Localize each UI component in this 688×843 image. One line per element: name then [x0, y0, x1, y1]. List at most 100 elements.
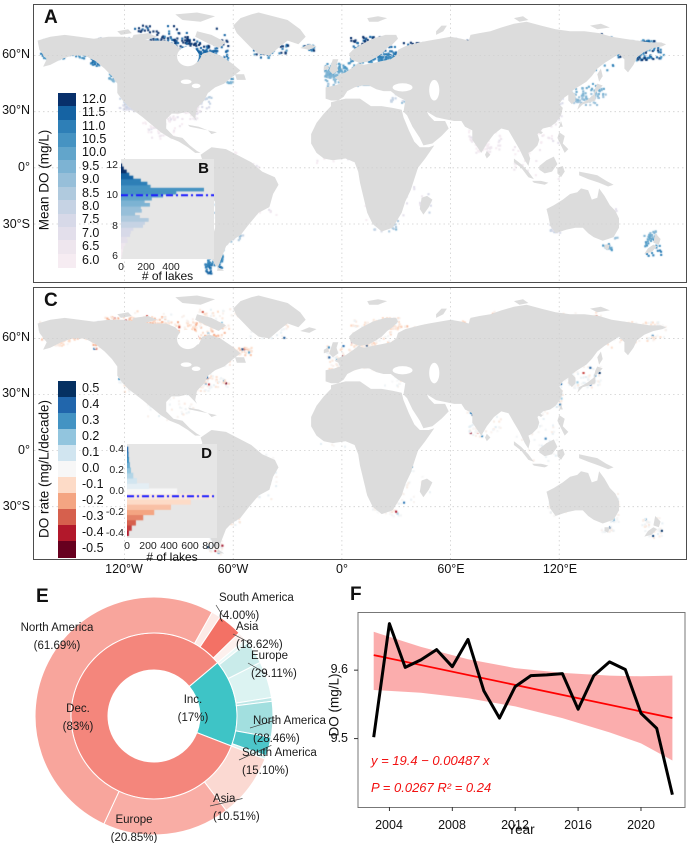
colorbar-c-block	[58, 445, 76, 462]
inset-d-y-tick: 0.0	[109, 485, 124, 497]
colorbar-a-tick: 11.5	[82, 105, 106, 120]
lon-tick-label: 60°W	[217, 562, 249, 576]
colorbar-c-block	[58, 493, 76, 510]
colorbar-do-rate: DO rate (mg/L/decade) 0.5 0.4 0.3 0.2 0.1 0.0…	[37, 381, 104, 558]
inset-b-x-tick: 0	[118, 261, 124, 273]
lon-tick-label: 60°E	[437, 562, 465, 576]
panel-f-letter: F	[350, 584, 362, 605]
colorbar-a-block	[58, 119, 76, 134]
colorbar-c-block	[58, 509, 76, 526]
inset-b-y-tick: 12	[106, 159, 118, 171]
do-series-line	[372, 622, 674, 796]
regression-equation: y = 19.4 − 0.00487 x	[371, 753, 490, 768]
inset-d-x-tick: 200	[139, 540, 157, 552]
inset-b-xlabel: # of lakes	[141, 269, 194, 283]
colorbar-c-block	[58, 541, 76, 558]
colorbar-c-title: DO rate (mg/L/decade)	[36, 399, 52, 539]
colorbar-a-block	[58, 253, 76, 268]
colorbar-c-tick: 0.5	[82, 381, 100, 395]
inset-d-y-tick: -0.4	[105, 527, 124, 539]
colorbar-c-tick: -0.4	[82, 525, 104, 539]
colorbar-c-tick: -0.5	[82, 541, 104, 555]
colorbar-c-block	[58, 461, 76, 478]
panel-e-letter: E	[36, 586, 49, 607]
inset-b-x-tick: 400	[162, 261, 180, 273]
label-leader-line	[247, 662, 268, 675]
sunburst-label: Asia (10.51%)	[213, 793, 260, 823]
label-leader-line	[238, 744, 272, 761]
inset-d-x-tick: 800	[202, 540, 220, 552]
sunburst-label: Dec. (83%)	[63, 703, 94, 733]
colorbar-c-tick: -0.2	[82, 493, 104, 507]
label-leader-line	[249, 719, 276, 729]
colorbar-a-block	[58, 133, 76, 148]
colorbar-a-block	[58, 160, 76, 174]
colorbar-c-block	[58, 429, 76, 446]
colorbar-a-tick: 6.0	[82, 252, 100, 267]
colorbar-a-tick: 8.5	[82, 185, 100, 200]
sunburst-label: Europe (29.11%)	[251, 650, 297, 680]
lon-tick-label: 120°W	[105, 562, 143, 576]
inset-d-x-tick: 600	[181, 540, 199, 552]
regression-line	[373, 654, 673, 719]
inset-histogram-do-rate: D	[127, 444, 217, 538]
colorbar-a-tick: 11.0	[82, 118, 106, 133]
colorbar-a-tick: 10.0	[82, 145, 107, 160]
lon-tick-label: 120°E	[542, 562, 578, 576]
colorbar-c-block	[58, 413, 76, 430]
panel-d-letter: D	[201, 445, 212, 462]
panel-f-x-tick: 2012	[501, 818, 529, 832]
lat-tick-label-a: 30°N	[2, 103, 30, 117]
colorbar-c-tick: 0.3	[82, 413, 100, 427]
panel-map-do-rate: C DO rate (mg/L/decade) 0.5 0.4 0.3 0.2 0.1 0…	[33, 287, 687, 564]
colorbar-a-title: Mean DO (mg/L)	[36, 129, 52, 231]
panel-f-y-tick: 9.5	[330, 731, 348, 745]
colorbar-a-block	[58, 106, 76, 121]
lat-tick-label-c: 30°N	[2, 386, 30, 400]
colorbar-c-tick: 0.4	[82, 397, 100, 411]
inset-b-x-tick: 200	[137, 261, 155, 273]
colorbar-a-tick: 7.0	[82, 225, 100, 240]
colorbar-c-tick: -0.3	[82, 509, 104, 523]
lat-tick-label-a: 60°N	[2, 47, 30, 61]
colorbar-a-block	[58, 240, 76, 255]
inset-d-y-tick: 0.4	[109, 443, 124, 455]
colorbar-a-block	[58, 213, 76, 228]
label-leader-line	[209, 798, 243, 807]
lat-tick-label-c: 60°N	[2, 330, 30, 344]
colorbar-a-tick: 10.5	[82, 131, 107, 146]
colorbar-a-tick: 9.5	[82, 158, 100, 173]
colorbar-c-tick: 0.0	[82, 461, 100, 475]
colorbar-c-tick: 0.2	[82, 429, 100, 443]
lat-tick-label-c: 0°	[18, 443, 30, 457]
lat-tick-label-a: 0°	[18, 160, 30, 174]
colorbar-a-block	[58, 200, 76, 215]
colorbar-c-block	[58, 477, 76, 494]
panel-f-x-tick: 2008	[438, 818, 466, 832]
panel-f-x-tick: 2004	[375, 818, 403, 832]
sunburst-label: Europe (20.85%)	[111, 814, 158, 843]
colorbar-a-block	[58, 227, 76, 241]
panel-f-y-tick: 9.6	[330, 662, 348, 676]
panel-map-mean-do: A Mean DO (mg/L) 12.0 11.5 11.0 10.5 10.0 9.5…	[33, 4, 687, 283]
label-leader-line	[232, 633, 251, 644]
sunburst-label: South America (4.00%)	[219, 592, 294, 622]
inset-d-y-tick: 0.2	[109, 464, 124, 476]
inset-d-x-tick: 400	[160, 540, 178, 552]
map-a-land	[34, 5, 686, 282]
colorbar-a-block	[58, 186, 76, 201]
inset-d-x-tick: 0	[124, 540, 130, 552]
inset-histogram-mean-do: B	[121, 159, 214, 259]
colorbar-a-block	[58, 173, 76, 188]
sunburst-label: North America (61.69%)	[21, 622, 94, 652]
colorbar-mean-do: Mean DO (mg/L) 12.0 11.5 11.0 10.5 10.0 9.5 9.…	[37, 92, 106, 268]
colorbar-a-tick: 9.0	[82, 172, 100, 187]
sunburst-chart: Inc. (17%) Dec. (83%) Asia (18.62%)Europe (29.…	[21, 592, 327, 843]
colorbar-a-tick: 12.0	[82, 91, 107, 106]
inset-d-y-tick: -0.2	[105, 506, 124, 518]
regression-stats: P = 0.0267 R² = 0.24	[371, 780, 492, 795]
colorbar-c-block	[58, 525, 76, 542]
colorbar-a-tick: 8.0	[82, 198, 100, 213]
sunburst-label: Asia (18.62%)	[236, 621, 283, 651]
